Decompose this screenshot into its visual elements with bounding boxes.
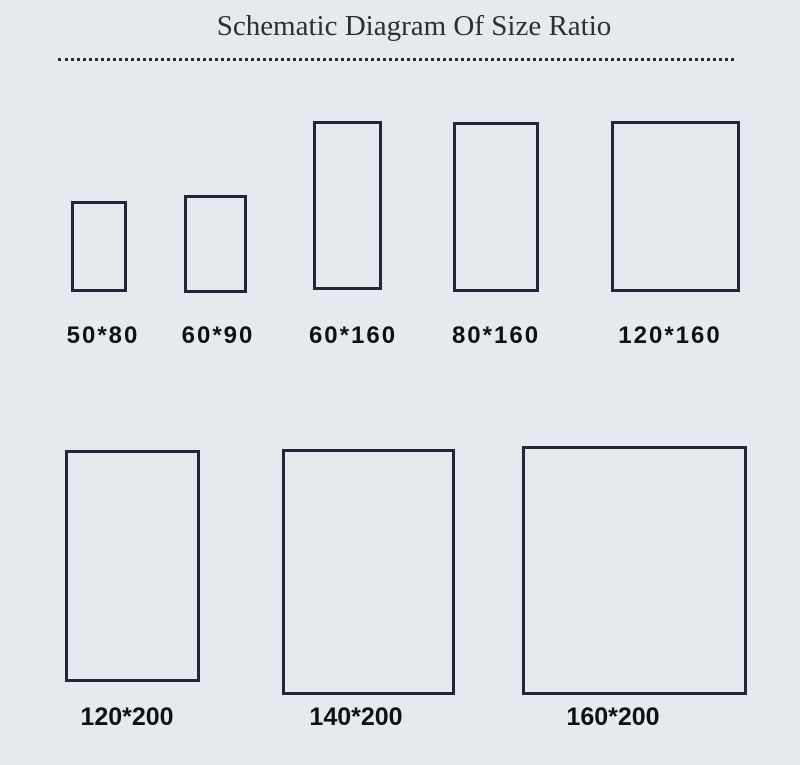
size-label-80x160: 80*160 [451,322,541,349]
size-label-50x80: 50*80 [66,322,140,349]
frame-160x200 [522,446,747,695]
size-label-160x200: 160*200 [566,703,660,731]
frame-80x160 [453,122,539,292]
size-label-140x200: 140*200 [309,703,403,731]
frame-140x200 [282,449,455,695]
dotted-divider [58,58,734,61]
size-label-120x200: 120*200 [80,703,174,731]
page-title: Schematic Diagram Of Size Ratio [216,10,612,42]
frame-60x160 [313,121,382,290]
size-label-60x160: 60*160 [308,322,398,349]
frame-120x160 [611,121,740,292]
size-label-120x160: 120*160 [618,322,722,349]
size-label-60x90: 60*90 [181,322,255,349]
frame-120x200 [65,450,200,682]
frame-50x80 [71,201,127,292]
frame-60x90 [184,195,247,293]
